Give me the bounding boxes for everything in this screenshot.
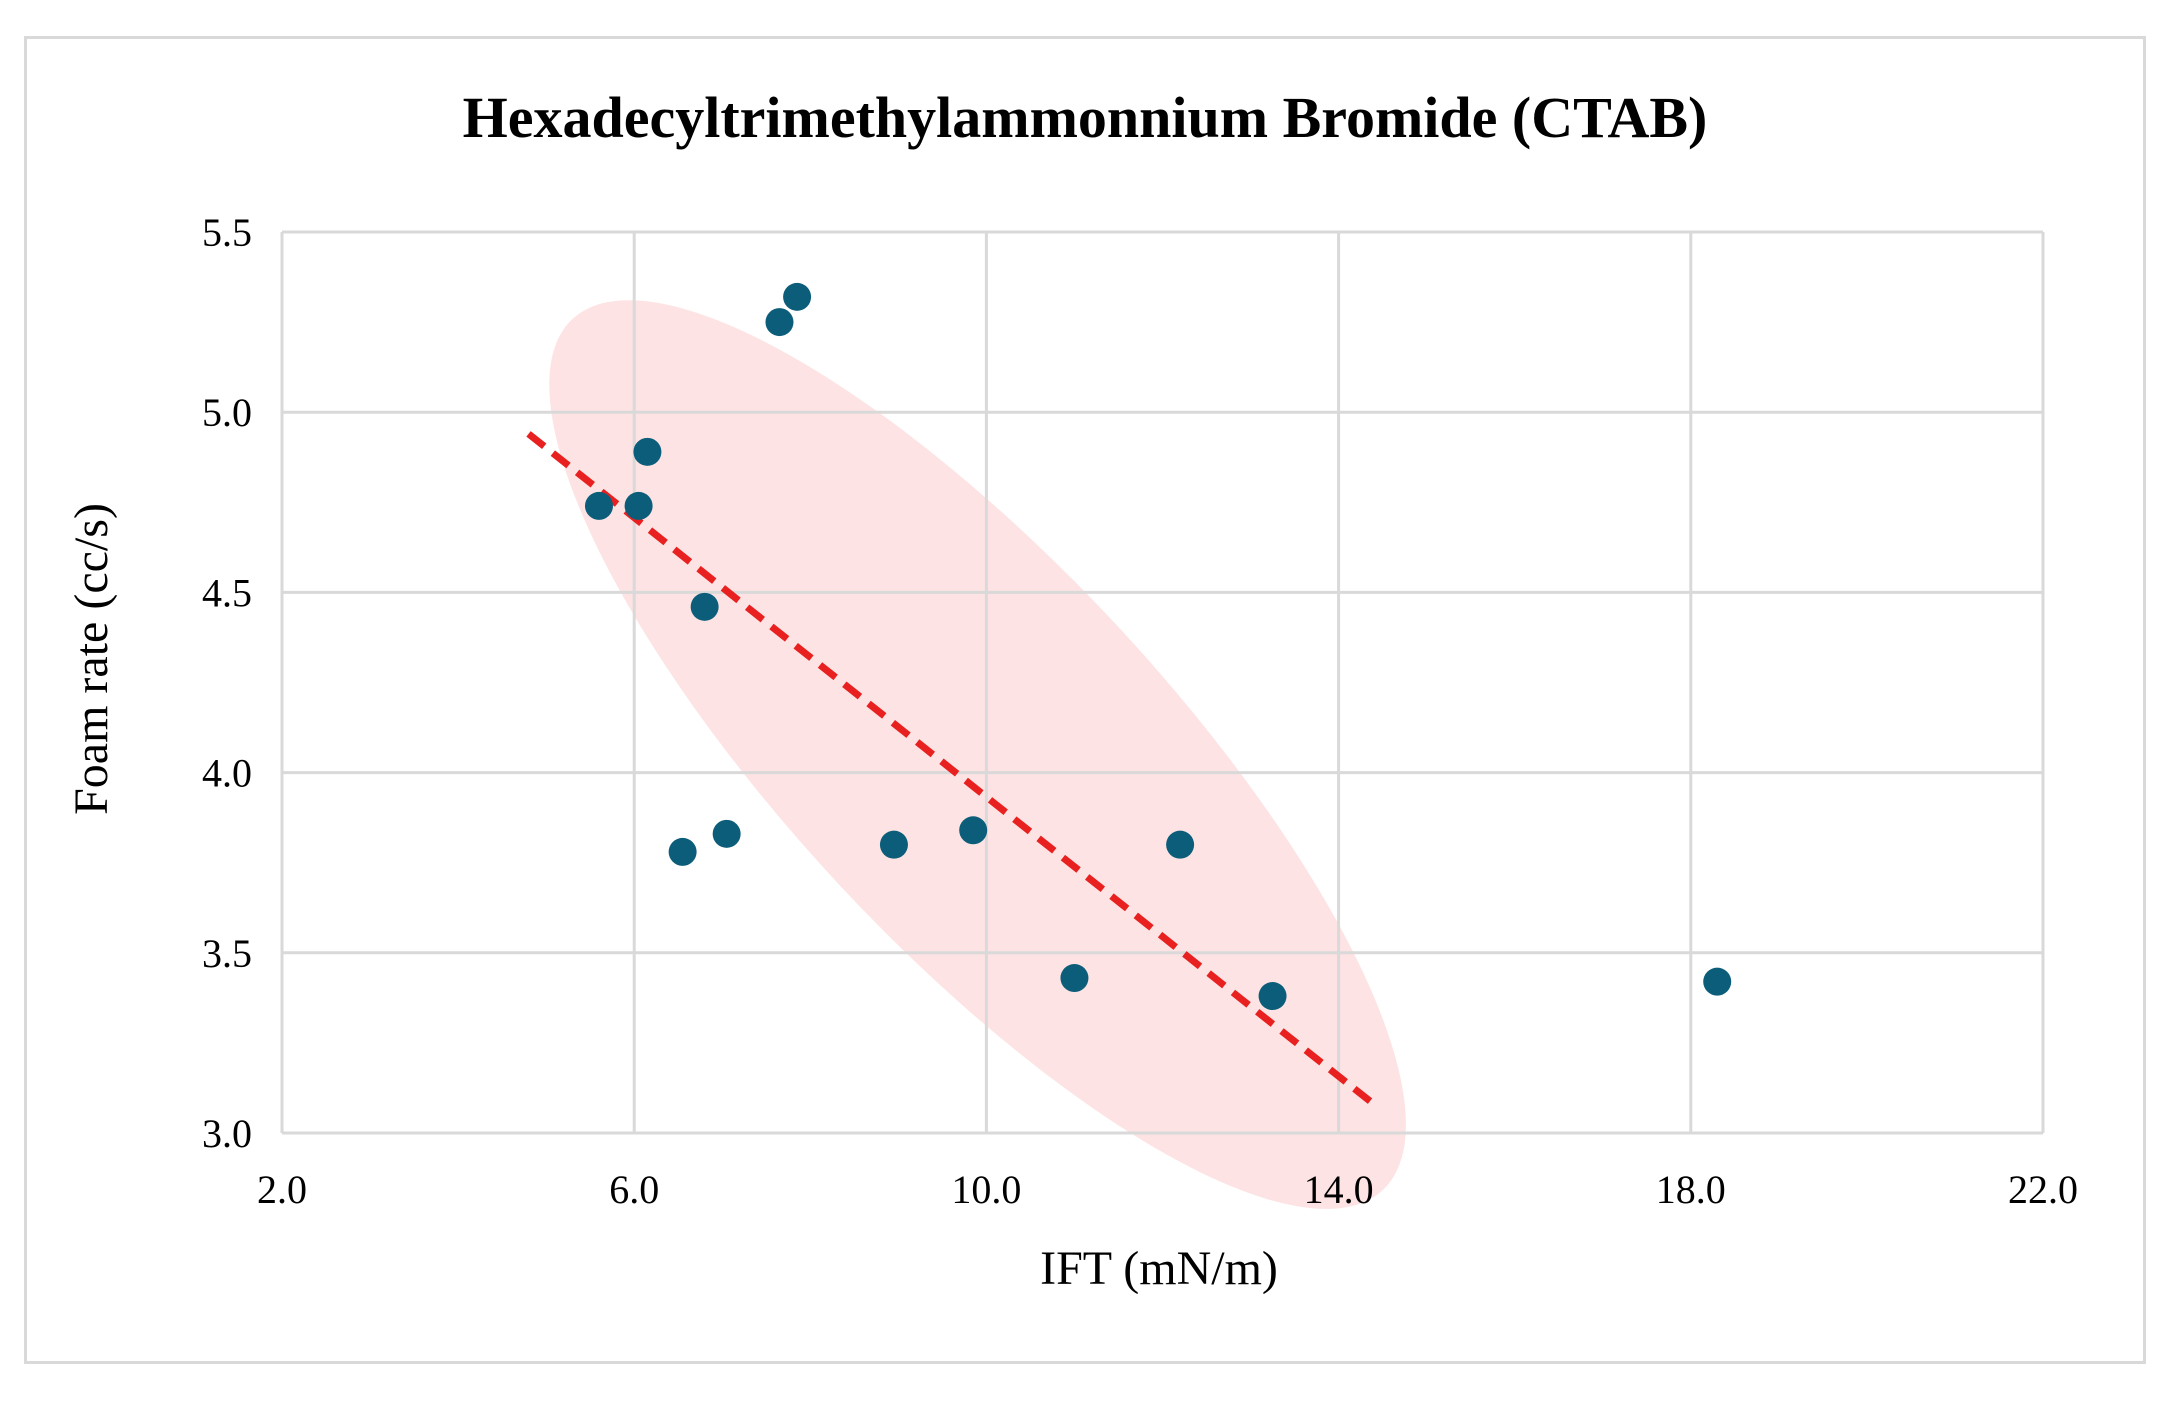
- data-point: [765, 308, 794, 337]
- trendline: [526, 431, 1376, 1107]
- data-point: [1258, 982, 1287, 1011]
- data-point: [1166, 830, 1195, 859]
- x-tick-label: 10.0: [951, 1167, 1021, 1212]
- y-tick-label: 5.0: [202, 390, 252, 435]
- data-point: [879, 830, 908, 859]
- x-tick-label: 18.0: [1656, 1167, 1726, 1212]
- data-point: [783, 282, 812, 311]
- highlight-ellipse: [549, 300, 1406, 1209]
- y-tick-labels: 3.0 3.5 4.0 4.5 5.0 5.5: [202, 210, 252, 1156]
- x-tick-label: 6.0: [609, 1167, 659, 1212]
- chart-title: Hexadecyltrimethylammonnium Bromide (CTA…: [463, 85, 1708, 150]
- y-tick-label: 4.0: [202, 751, 252, 796]
- data-point: [633, 437, 662, 466]
- y-tick-label: 3.5: [202, 931, 252, 976]
- points-layer: [584, 282, 1732, 1011]
- chart-svg: Hexadecyltrimethylammonnium Bromide (CTA…: [65, 85, 2078, 1295]
- data-point: [712, 819, 741, 848]
- chart-frame: Hexadecyltrimethylammonnium Bromide (CTA…: [24, 36, 2146, 1364]
- y-tick-label: 3.0: [202, 1111, 252, 1156]
- data-point: [624, 491, 653, 520]
- grid-layer: [280, 230, 2045, 1135]
- data-point: [959, 816, 988, 845]
- x-tick-label: 14.0: [1304, 1167, 1374, 1212]
- x-tick-label: 22.0: [2008, 1167, 2078, 1212]
- data-point: [690, 592, 719, 621]
- x-axis-label: IFT (mN/m): [1040, 1242, 1278, 1295]
- x-tick-labels: 2.0 6.0 10.0 14.0 18.0 22.0: [257, 1167, 2078, 1212]
- y-axis-label: Foam rate (cc/s): [65, 503, 118, 815]
- data-point: [668, 837, 697, 866]
- y-tick-label: 4.5: [202, 570, 252, 615]
- data-point: [1703, 967, 1732, 996]
- x-tick-label: 2.0: [257, 1167, 307, 1212]
- y-tick-label: 5.5: [202, 210, 252, 255]
- trendline-layer: [526, 431, 1376, 1107]
- data-point: [584, 491, 613, 520]
- highlight-ellipse-layer: [549, 300, 1406, 1209]
- data-point: [1060, 964, 1089, 993]
